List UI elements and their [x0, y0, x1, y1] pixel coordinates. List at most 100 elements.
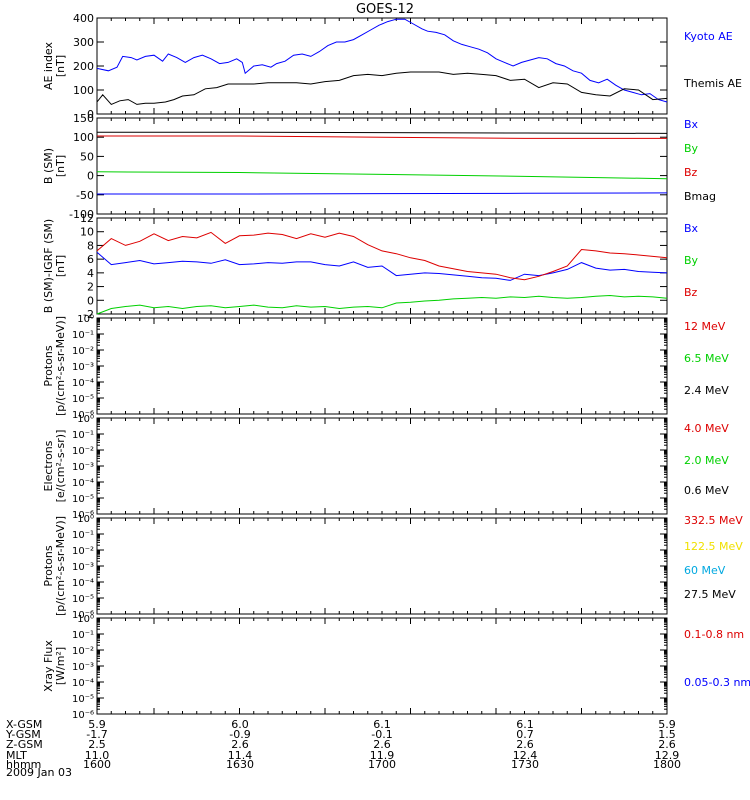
y-axis-label: Electrons: [42, 440, 55, 491]
ephem-value: 11.4: [228, 749, 253, 762]
y-axis-label: Protons: [42, 545, 55, 586]
y-tick-label: 8: [87, 239, 94, 252]
series-line-by: [96, 171, 668, 180]
y-tick-label: 50: [80, 150, 94, 163]
legend-60-mev: 60 MeV: [684, 564, 726, 577]
panel-frame: [96, 617, 668, 715]
legend-bx: Bx: [684, 222, 699, 235]
y-tick-label: 10⁻⁶: [72, 410, 94, 421]
legend-by: By: [684, 254, 699, 267]
y-tick-label: 10⁻⁴: [72, 378, 94, 389]
ephem-value: 2.6: [658, 738, 676, 751]
ephem-value: 11.0: [85, 749, 110, 762]
legend-kyoto-ae: Kyoto AE: [684, 30, 733, 43]
legend-bz: Bz: [684, 166, 698, 179]
y-tick-label: 200: [73, 60, 94, 73]
y-tick-label: 0: [87, 170, 94, 183]
y-tick-label: 10⁻⁵: [72, 494, 94, 505]
y-tick-label: 100: [73, 131, 94, 144]
ephem-value: -0.1: [371, 728, 392, 741]
ephem-value: 1700: [368, 758, 396, 771]
ephem-value: 12.4: [513, 749, 538, 762]
y-tick-label: 0: [87, 108, 94, 121]
ephemeris-table: X-GSM 5.9 6.0 6.1 6.1 5.9 Y-GSM -1.7 -0.9 -0.1 0.7…: [5, 718, 681, 771]
y-tick-label: 10⁻¹: [72, 330, 94, 341]
y-tick-label: 12: [80, 212, 94, 225]
series-line-bz: [97, 135, 667, 139]
y-tick-label: 10⁻⁴: [72, 578, 94, 589]
ephem-value: 11.9: [370, 749, 395, 762]
series-line-bmag: [97, 131, 668, 134]
y-tick-label: 10⁻⁶: [72, 510, 94, 521]
panel-frame: [96, 17, 668, 115]
ephem-value: 12.9: [655, 749, 680, 762]
legend-0-05-0-3-nm: 0.05-0.3 nm: [684, 676, 750, 689]
y-axis-label: [W/m²]: [54, 647, 67, 685]
y-axis-label: [nT]: [54, 155, 67, 177]
panel-frame: [96, 317, 668, 415]
panel-frame: [96, 517, 668, 615]
ephem-value: 5.9: [658, 718, 676, 731]
ephem-value: 2.6: [373, 738, 391, 751]
ephem-value: 1600: [83, 758, 111, 771]
legend-0-1-0-8-nm: 0.1-0.8 nm: [684, 628, 744, 641]
series-line-bx: [97, 192, 668, 195]
plot-title: GOES-12: [356, 2, 414, 17]
y-axis-label: Protons: [42, 345, 55, 386]
y-axis-label: [nT]: [54, 55, 67, 77]
legend-332-5-mev: 332.5 MeV: [684, 514, 743, 527]
y-tick-label: 10⁻⁵: [72, 694, 94, 705]
y-tick-label: -50: [76, 189, 94, 202]
y-tick-label: 400: [73, 12, 94, 25]
legend-bmag: Bmag: [684, 190, 716, 203]
ephem-value: 1.5: [658, 728, 676, 741]
y-tick-label: 0: [87, 294, 94, 307]
y-tick-label: 10⁻²: [72, 646, 94, 657]
y-tick-label: 10⁻⁵: [72, 594, 94, 605]
y-axis-label: B (SM)-IGRF (SM): [42, 219, 55, 313]
y-tick-label: 10⁻³: [72, 662, 94, 673]
legend-0-6-mev: 0.6 MeV: [684, 484, 729, 497]
legend-by: By: [684, 142, 699, 155]
ephem-value: 1730: [511, 758, 539, 771]
legend-6-5-mev: 6.5 MeV: [684, 352, 729, 365]
y-axis-label: [nT]: [54, 255, 67, 277]
series-line-bz: [96, 231, 668, 281]
legend-bz: Bz: [684, 286, 698, 299]
panel-1: -100 -50 0 50 100 150 B (SM) [nT] Bx By Bz Bmag: [42, 112, 716, 221]
panel-4: 10⁰ 10⁻¹ 10⁻² 10⁻³ 10⁻⁴ 10⁻⁵ 10⁻⁶ Electrons [e/(…: [42, 414, 729, 521]
ephem-value: 2.5: [88, 738, 106, 751]
panel-frame: [96, 417, 668, 515]
ephem-value: 2.6: [516, 738, 534, 751]
ephem-label: hhmm: [6, 758, 41, 771]
series-line-kyoto-ae: [96, 18, 668, 103]
y-axis-label: [p/(cm²-s-sr-MeV)]: [54, 316, 67, 416]
y-axis-label: Xray Flux: [42, 640, 55, 692]
ephem-value: -0.9: [229, 728, 250, 741]
y-tick-label: 10⁻¹: [72, 430, 94, 441]
y-tick-label: 10⁻⁵: [72, 394, 94, 405]
y-axis-label: [p/(cm²-s-sr-MeV)]: [54, 516, 67, 616]
y-tick-label: 10⁻⁶: [72, 610, 94, 621]
y-axis-label: AE index: [42, 41, 55, 90]
y-tick-label: 10⁻⁶: [72, 710, 94, 721]
legend-bx: Bx: [684, 118, 699, 131]
series-line-themis-ae: [96, 71, 668, 105]
y-tick-label: 100: [73, 84, 94, 97]
ephem-value: 1630: [226, 758, 254, 771]
ephem-value: 6.0: [231, 718, 249, 731]
panel-5: 10⁰ 10⁻¹ 10⁻² 10⁻³ 10⁻⁴ 10⁻⁵ 10⁻⁶ Protons [p/(cm…: [42, 514, 743, 621]
ephem-value: 6.1: [516, 718, 534, 731]
y-tick-label: 10⁻¹: [72, 530, 94, 541]
ephem-value: 6.1: [373, 718, 391, 731]
legend-12-mev: 12 MeV: [684, 320, 726, 333]
y-tick-label: 10⁻³: [72, 362, 94, 373]
y-tick-label: 300: [73, 36, 94, 49]
legend-122-5-mev: 122.5 MeV: [684, 540, 743, 553]
series-line-by: [96, 294, 668, 315]
legend-2-4-mev: 2.4 MeV: [684, 384, 729, 397]
